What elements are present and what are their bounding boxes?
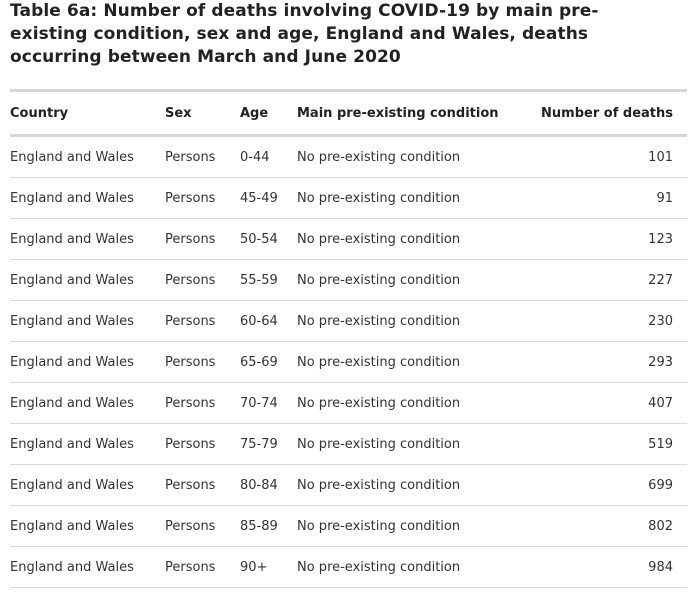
- cell-condition: No pre-existing condition: [297, 259, 537, 301]
- cell-deaths: 699: [537, 464, 687, 506]
- cell-sex: Persons: [165, 259, 240, 301]
- cell-age: 70-74: [240, 382, 297, 424]
- table-title: Table 6a: Number of deaths involving COV…: [10, 1, 599, 67]
- cell-country: England and Wales: [10, 218, 165, 260]
- cell-age: 85-89: [240, 505, 297, 547]
- cell-age: 50-54: [240, 218, 297, 260]
- table-row: England and Wales Persons 55-59 No pre-e…: [10, 259, 687, 301]
- cell-deaths: 407: [537, 382, 687, 424]
- table-container: Country Sex Age Main pre-existing condit…: [10, 89, 687, 588]
- cell-sex: Persons: [165, 423, 240, 465]
- cell-deaths: 984: [537, 546, 687, 588]
- cell-country: England and Wales: [10, 505, 165, 547]
- cell-condition: No pre-existing condition: [297, 300, 537, 342]
- cell-sex: Persons: [165, 300, 240, 342]
- deaths-table: Country Sex Age Main pre-existing condit…: [10, 89, 687, 588]
- cell-deaths: 123: [537, 218, 687, 260]
- cell-condition: No pre-existing condition: [297, 423, 537, 465]
- cell-age: 90+: [240, 546, 297, 588]
- cell-deaths: 802: [537, 505, 687, 547]
- cell-sex: Persons: [165, 135, 240, 178]
- cell-deaths: 227: [537, 259, 687, 301]
- table-row: England and Wales Persons 0-44 No pre-ex…: [10, 135, 687, 178]
- table-row: England and Wales Persons 85-89 No pre-e…: [10, 505, 687, 547]
- cell-condition: No pre-existing condition: [297, 218, 537, 260]
- table-row: England and Wales Persons 80-84 No pre-e…: [10, 464, 687, 506]
- cell-sex: Persons: [165, 341, 240, 383]
- header-number-of-deaths: Number of deaths: [541, 105, 673, 121]
- cell-condition: No pre-existing condition: [297, 177, 537, 219]
- cell-deaths: 101: [537, 135, 687, 178]
- cell-sex: Persons: [165, 464, 240, 506]
- header-row: Country Sex Age Main pre-existing condit…: [10, 90, 687, 136]
- cell-condition: No pre-existing condition: [297, 382, 537, 424]
- cell-country: England and Wales: [10, 135, 165, 178]
- cell-country: England and Wales: [10, 382, 165, 424]
- cell-condition: No pre-existing condition: [297, 546, 537, 588]
- cell-sex: Persons: [165, 546, 240, 588]
- cell-sex: Persons: [165, 382, 240, 424]
- cell-country: England and Wales: [10, 259, 165, 301]
- cell-condition: No pre-existing condition: [297, 135, 537, 178]
- cell-country: England and Wales: [10, 177, 165, 219]
- cell-country: England and Wales: [10, 423, 165, 465]
- table-row: England and Wales Persons 60-64 No pre-e…: [10, 300, 687, 342]
- cell-condition: No pre-existing condition: [297, 505, 537, 547]
- header-country: Country: [10, 105, 69, 121]
- cell-deaths: 91: [537, 177, 687, 219]
- cell-sex: Persons: [165, 505, 240, 547]
- cell-age: 0-44: [240, 135, 297, 178]
- cell-sex: Persons: [165, 177, 240, 219]
- table-row: England and Wales Persons 70-74 No pre-e…: [10, 382, 687, 424]
- cell-country: England and Wales: [10, 341, 165, 383]
- table-header: Country Sex Age Main pre-existing condit…: [10, 90, 687, 136]
- table-body: England and Wales Persons 0-44 No pre-ex…: [10, 135, 687, 588]
- table-row: England and Wales Persons 50-54 No pre-e…: [10, 218, 687, 260]
- cell-condition: No pre-existing condition: [297, 464, 537, 506]
- cell-age: 65-69: [240, 341, 297, 383]
- cell-age: 80-84: [240, 464, 297, 506]
- table-row: England and Wales Persons 45-49 No pre-e…: [10, 177, 687, 219]
- cell-age: 45-49: [240, 177, 297, 219]
- cell-age: 60-64: [240, 300, 297, 342]
- table-row: England and Wales Persons 90+ No pre-exi…: [10, 546, 687, 588]
- cell-age: 75-79: [240, 423, 297, 465]
- cell-condition: No pre-existing condition: [297, 341, 537, 383]
- header-age: Age: [240, 105, 269, 121]
- cell-deaths: 230: [537, 300, 687, 342]
- cell-country: England and Wales: [10, 546, 165, 588]
- cell-country: England and Wales: [10, 300, 165, 342]
- cell-sex: Persons: [165, 218, 240, 260]
- table-row: England and Wales Persons 75-79 No pre-e…: [10, 423, 687, 465]
- header-condition: Main pre-existing condition: [297, 105, 499, 121]
- cell-deaths: 293: [537, 341, 687, 383]
- table-row: England and Wales Persons 65-69 No pre-e…: [10, 341, 687, 383]
- header-sex: Sex: [165, 105, 192, 121]
- cell-deaths: 519: [537, 423, 687, 465]
- cell-age: 55-59: [240, 259, 297, 301]
- cell-country: England and Wales: [10, 464, 165, 506]
